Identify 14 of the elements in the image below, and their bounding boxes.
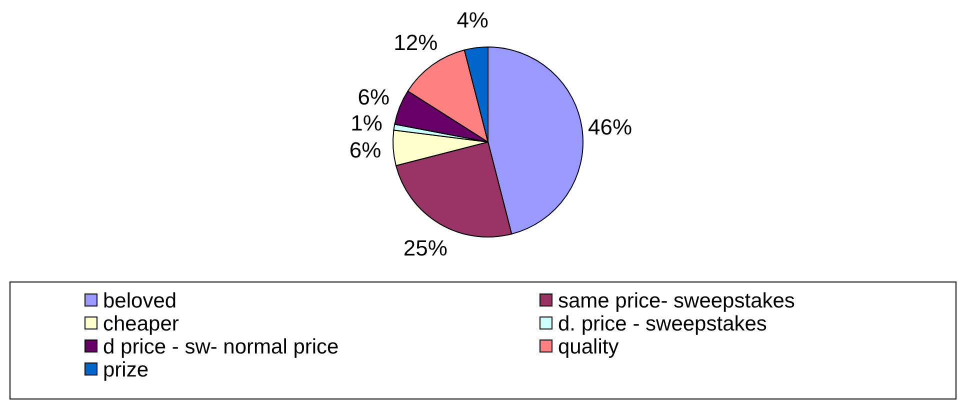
legend-label: cheaper [103, 312, 179, 336]
data-label: 12% [394, 30, 438, 56]
legend-label: quality [558, 335, 620, 358]
data-label: 6% [349, 137, 382, 162]
legend-label: d. price - sweepstakes [558, 312, 767, 336]
data-label: 46% [588, 114, 632, 140]
data-label: 4% [456, 8, 488, 33]
legend-label: beloved [103, 289, 177, 312]
data-label: 25% [403, 236, 448, 261]
data-label: 6% [358, 84, 390, 110]
legend-label: prize [103, 358, 149, 382]
legend-label: d price - sw- normal price [103, 335, 339, 358]
legend-label: same price- sweepstakes [558, 289, 795, 312]
data-label: 1% [350, 110, 382, 136]
